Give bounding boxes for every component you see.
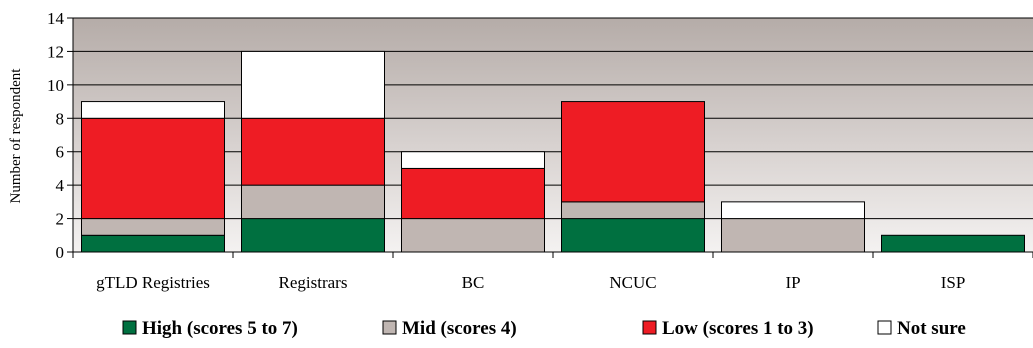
bar-segment <box>401 151 545 169</box>
bar-segment <box>241 117 385 186</box>
category-labels: gTLD Registries Registrars BC NCUC IP ISP <box>96 273 965 292</box>
bar-segment <box>401 167 545 220</box>
bar-segment <box>241 184 385 220</box>
y-tick-label: 12 <box>47 42 64 61</box>
x-category-label: NCUC <box>609 273 656 292</box>
x-category-label: ISP <box>941 273 966 292</box>
bar-segment <box>81 117 225 220</box>
legend-label: Not sure <box>897 318 966 339</box>
bar-segment <box>721 218 865 253</box>
legend-swatch <box>877 320 892 335</box>
bar-segment <box>561 101 705 203</box>
legend-label: High (scores 5 to 7) <box>142 318 298 339</box>
legend-label: Mid (scores 4) <box>402 318 517 339</box>
legend: High (scores 5 to 7) Mid (scores 4) Low (s… <box>122 318 966 339</box>
bar-segment <box>81 101 225 119</box>
legend-swatch <box>122 320 137 335</box>
bar-segment <box>561 201 705 220</box>
bar-segment <box>81 234 225 253</box>
legend-swatch <box>642 320 657 335</box>
y-tick-label: 6 <box>56 143 65 162</box>
y-tick-label: 2 <box>56 210 65 229</box>
y-axis-title: Number of respondent <box>8 68 24 204</box>
y-tick-label: 0 <box>56 243 65 262</box>
y-tick-label: 14 <box>47 9 65 28</box>
x-category-label: IP <box>785 273 800 292</box>
y-tick-labels: 0 2 4 6 8 10 12 14 <box>47 9 73 262</box>
y-tick-label: 8 <box>56 109 65 128</box>
bar-segment <box>241 218 385 253</box>
plot-area <box>73 18 1033 252</box>
legend-swatch <box>382 320 397 335</box>
bar-segment <box>881 234 1025 253</box>
legend-label: Low (scores 1 to 3) <box>662 318 814 339</box>
bar-segment <box>81 218 225 236</box>
x-category-label: gTLD Registries <box>96 273 210 292</box>
grid-lines <box>73 17 1033 220</box>
bars <box>81 50 1025 253</box>
bar-segment <box>401 218 545 253</box>
x-category-label: Registrars <box>279 273 348 292</box>
y-tick-label: 10 <box>47 76 64 95</box>
plot-background <box>73 18 1033 252</box>
y-tick-label: 4 <box>56 176 65 195</box>
bar-segment <box>561 218 705 253</box>
bar-segment <box>721 201 865 220</box>
axes <box>72 18 1033 258</box>
x-category-label: BC <box>462 273 485 292</box>
bar-segment <box>241 50 385 119</box>
